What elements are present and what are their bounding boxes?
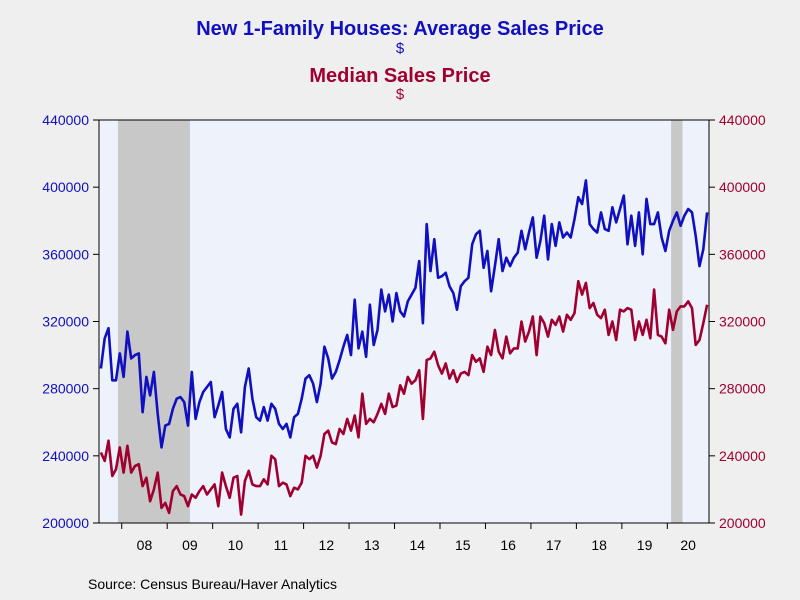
x-tick-label: 19 [637,537,653,553]
x-tick-label: 10 [228,537,244,553]
y-tick-label-right: 400000 [719,179,766,195]
x-tick-label: 17 [546,537,562,553]
y-tick-label-left: 200000 [42,515,89,531]
x-tick-label: 14 [409,537,425,553]
x-tick-label: 20 [680,537,696,553]
recession-band [671,120,683,523]
y-tick-label-right: 320000 [719,314,766,330]
x-tick-label: 09 [182,537,198,553]
y-tick-label-right: 280000 [719,381,766,397]
x-tick-label: 13 [364,537,380,553]
y-tick-label-right: 200000 [719,515,766,531]
x-tick-label: 18 [591,537,607,553]
y-tick-label-left: 280000 [42,381,89,397]
y-tick-label-right: 360000 [719,246,766,262]
x-tick-label: 16 [500,537,516,553]
chart-subtitle: Median Sales Price [309,65,491,87]
chart-title-unit: $ [395,40,405,57]
series-line-average [99,179,709,449]
y-tick-label-left: 240000 [42,448,89,464]
x-tick-label: 08 [137,537,153,553]
y-tick-label-left: 400000 [42,179,89,195]
source-note: Source: Census Bureau/Haver Analytics [88,576,338,592]
y-tick-label-left: 320000 [42,314,89,330]
chart-title: New 1-Family Houses: Average Sales Price [196,18,604,40]
plot-frame [98,119,710,524]
y-tick-label-right: 240000 [719,448,766,464]
y-tick-label-left: 440000 [42,112,89,128]
y-tick-label-right: 440000 [719,112,766,128]
x-tick-label: 15 [455,537,471,553]
x-tick-label: 11 [274,537,289,553]
x-tick-label: 12 [319,537,335,553]
chart-subtitle-unit: $ [395,86,405,103]
series-line-median [99,279,709,516]
y-tick-label-left: 360000 [42,246,89,262]
